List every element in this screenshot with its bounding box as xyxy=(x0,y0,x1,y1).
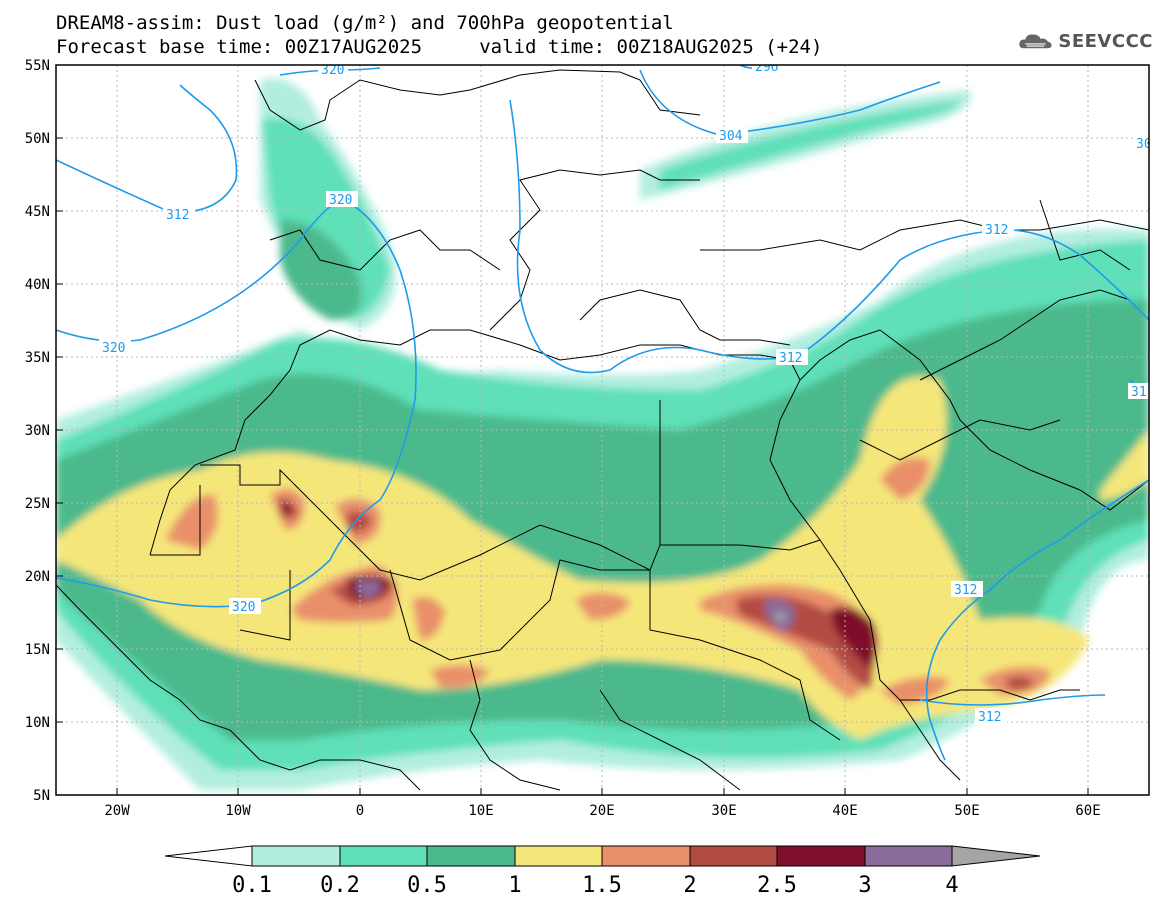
colorbar-swatch xyxy=(689,845,778,867)
contour-label: 312 xyxy=(954,583,977,598)
cloud-icon xyxy=(1019,34,1052,49)
lon-label: 10W xyxy=(225,803,251,819)
contour-label: 296 xyxy=(755,60,778,75)
colorbar-high-arrow xyxy=(951,845,1041,867)
contour-312-west xyxy=(56,84,238,214)
seevccc-logo: SEEVCCC xyxy=(1018,26,1153,56)
lat-label: 45N xyxy=(25,204,50,220)
contour-label: 312 xyxy=(779,351,802,366)
colorbar-swatch xyxy=(864,845,953,867)
contour-label: 320 xyxy=(102,341,125,356)
contour-label: 312 xyxy=(166,208,189,223)
colorbar-label: 1.5 xyxy=(582,873,622,898)
lon-label: 50E xyxy=(954,803,979,819)
contour-label: 30 xyxy=(1136,137,1152,152)
contour-label: 31 xyxy=(1131,385,1147,400)
dust-band-2-e xyxy=(1005,676,1035,691)
colorbar-low-arrow xyxy=(164,845,253,867)
longitude-labels: 20W 10W 0 10E 20E 30E 40E 50E 60E xyxy=(104,803,1100,819)
colorbar-swatch xyxy=(251,845,341,867)
dust-band-0-5-north xyxy=(280,220,362,320)
lon-label: 40E xyxy=(832,803,857,819)
colorbar-label: 0.5 xyxy=(407,873,447,898)
lon-label: 60E xyxy=(1075,803,1100,819)
contour-312-south xyxy=(925,479,1149,761)
lat-label: 5N xyxy=(33,788,50,804)
dust-load-field: 320 296 304 312 320 312 312 320 320 312 … xyxy=(56,60,1152,795)
colorbar-swatch xyxy=(426,845,516,867)
colorbar-label: 2 xyxy=(683,873,696,898)
contour-label: 320 xyxy=(321,63,344,78)
colorbar-label: 2.5 xyxy=(757,873,797,898)
colorbar-swatch xyxy=(339,845,428,867)
colorbar-label: 0.2 xyxy=(320,873,360,898)
lat-label: 10N xyxy=(25,715,50,731)
lat-label: 35N xyxy=(25,350,50,366)
dust-band-0-2-east xyxy=(660,100,960,190)
lon-label: 20E xyxy=(589,803,614,819)
lon-label: 20W xyxy=(104,803,130,819)
lon-label: 30E xyxy=(711,803,736,819)
colorbar-label: 1 xyxy=(508,873,521,898)
dust-band-2-5-c xyxy=(282,502,294,514)
lat-label: 20N xyxy=(25,569,50,585)
dust-band-3 xyxy=(355,580,382,598)
axis-ticks xyxy=(56,64,1089,796)
logo-text: SEEVCCC xyxy=(1058,30,1153,52)
contour-label: 320 xyxy=(232,600,255,615)
coastlines-borders xyxy=(56,69,1149,791)
lat-label: 50N xyxy=(25,131,50,147)
dust-band-1-5-f xyxy=(430,665,490,689)
map-subtitle: Forecast base time: 00Z17AUG2025 valid t… xyxy=(56,36,823,58)
dust-band-4 xyxy=(775,611,786,622)
contour-312-lower xyxy=(919,694,1106,706)
contour-312-east xyxy=(509,99,1149,374)
contour-304 xyxy=(639,69,941,136)
contour-320-center xyxy=(56,199,417,608)
dust-band-2-5-b xyxy=(830,607,877,670)
colorbar xyxy=(164,845,1041,867)
latitude-labels: 55N 50N 45N 40N 35N 30N 25N 20N 15N 10N … xyxy=(25,58,50,804)
lon-label: 0 xyxy=(356,803,364,819)
colorbar-labels: 0.1 0.2 0.5 1 1.5 2 2.5 3 4 xyxy=(232,873,959,898)
dust-band-1-5 xyxy=(165,494,218,550)
colorbar-label: 0.1 xyxy=(232,873,272,898)
contour-label: 304 xyxy=(719,129,743,144)
contour-label: 312 xyxy=(985,223,1008,238)
colorbar-swatch xyxy=(514,845,603,867)
lat-label: 55N xyxy=(25,58,50,74)
colorbar-swatch xyxy=(776,845,866,867)
map-title: DREAM8-assim: Dust load (g/m²) and 700hP… xyxy=(56,12,674,34)
lat-label: 15N xyxy=(25,642,50,658)
colorbar-label: 4 xyxy=(945,873,958,898)
colorbar-swatch xyxy=(601,845,691,867)
contour-label: 312 xyxy=(978,710,1001,725)
contour-label: 320 xyxy=(329,193,352,208)
contour-labels: 320 296 304 312 320 312 312 320 320 312 … xyxy=(99,60,1152,725)
grid-lines xyxy=(56,65,1149,795)
dust-band-1-5-e xyxy=(412,596,445,640)
geopotential-contours xyxy=(56,65,1149,761)
lat-label: 40N xyxy=(25,277,50,293)
lon-label: 10E xyxy=(468,803,493,819)
colorbar-label: 3 xyxy=(858,873,871,898)
lat-label: 25N xyxy=(25,496,50,512)
lat-label: 30N xyxy=(25,423,50,439)
dust-band-1-5-i xyxy=(880,457,930,500)
dust-band-1-east xyxy=(1100,430,1149,500)
